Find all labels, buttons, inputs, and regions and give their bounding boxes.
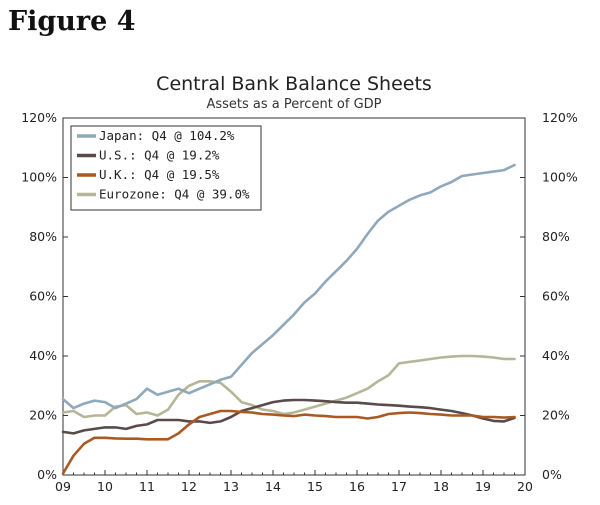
chart-title: Central Bank Balance Sheets [156,73,432,95]
y-tick-label-right: 120% [542,110,578,125]
y-tick-label-right: 20% [542,408,570,423]
y-tick-label-left: 60% [29,289,57,304]
series-lines [61,163,516,475]
legend-label: Japan: Q4 @ 104.2% [99,128,235,143]
x-tick-label: 19 [475,479,491,494]
y-tick-label-left: 100% [21,170,57,185]
x-tick-label: 18 [433,479,449,494]
x-axis: 09 10 11 12 13 14 15 16 17 18 19 20 [55,470,533,494]
series-line-2 [61,409,516,475]
x-tick-label: 14 [265,479,281,494]
figure-label: Figure 4 [8,6,136,37]
y-axis-right: 0% 20% 40% 60% 80% 100% 120% [520,110,578,482]
legend-label: U.K.: Q4 @ 19.5% [99,167,220,182]
x-tick-label: 20 [517,479,533,494]
y-tick-label-left: 20% [29,408,57,423]
y-axis-left: 0% 20% 40% 60% 80% 100% 120% [21,110,68,482]
y-tick-label-right: 60% [542,289,570,304]
x-tick-label: 15 [307,479,323,494]
series-line-3 [61,354,516,419]
y-tick-label-left: 80% [29,229,57,244]
series-line-0 [61,163,516,410]
legend: Japan: Q4 @ 104.2% U.S.: Q4 @ 19.2% U.K.: … [70,125,262,211]
x-tick-label: 12 [181,479,197,494]
y-tick-label-left: 120% [21,110,57,125]
x-tick-label: 13 [223,479,239,494]
x-tick-label: 17 [391,479,407,494]
x-tick-label: 10 [97,479,113,494]
x-tick-label: 09 [55,479,71,494]
y-tick-label-right: 0% [542,467,562,482]
chart-subtitle: Assets as a Percent of GDP [206,97,381,112]
y-tick-label-left: 0% [37,467,57,482]
x-tick-label: 16 [349,479,365,494]
series-line-1 [61,398,516,435]
legend-label: Eurozone: Q4 @ 39.0% [99,187,250,202]
x-tick-label: 11 [139,479,155,494]
y-tick-label-left: 40% [29,348,57,363]
y-tick-label-right: 80% [542,229,570,244]
y-tick-label-right: 40% [542,348,570,363]
legend-box [70,125,262,211]
y-tick-label-right: 100% [542,170,578,185]
legend-label: U.S.: Q4 @ 19.2% [99,148,220,163]
